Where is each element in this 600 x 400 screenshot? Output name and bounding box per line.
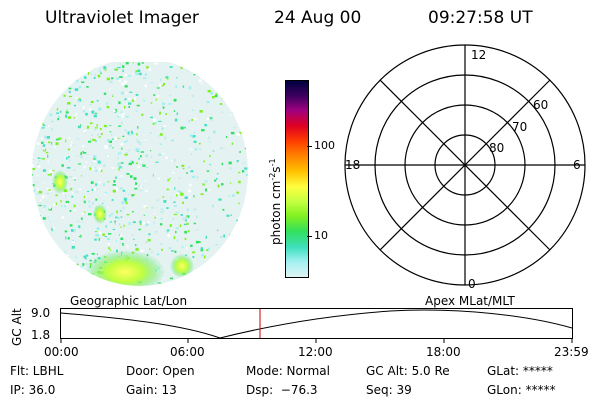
colorbar-unit-label: photon cm-2s-1 [268,158,283,245]
timeline-ytick-top: 9.0 [31,306,51,320]
polar-label-0: 0 [468,277,476,291]
date-label: 24 Aug 00 [274,8,362,28]
ip-info: IP: 36.0 [10,383,56,397]
timeline-xtick-4: 23:59 [554,345,589,359]
timeline-right-title: Apex MLat/MLT [425,294,515,308]
glon-info: GLon: ***** [487,383,556,397]
timeline-xtick-0: 00:00 [44,345,79,359]
altitude-curve [60,309,573,339]
instrument-title: Ultraviolet Imager [45,8,199,28]
polar-grid: 12 18 6 0 60 70 80 [344,44,586,291]
door-info: Door: Open [126,364,195,378]
time-label: 09:27:58 UT [428,8,533,28]
timeline-ytick-bottom: 1.8 [31,328,51,342]
filter-info: Flt: LBHL [10,364,64,378]
polar-ring-70: 70 [512,120,527,134]
mode-info: Mode: Normal [246,364,330,378]
polar-label-6: 6 [573,158,581,172]
polar-label-12: 12 [471,48,486,62]
polar-ring-60: 60 [533,98,548,112]
timeline-xtick-1: 06:00 [170,345,205,359]
timeline-plot [60,308,573,343]
colorbar-tick-100: 100 [314,139,335,152]
timeline-xtick-3: 18:00 [426,345,461,359]
gain-info: Gain: 13 [126,383,177,397]
color-scale-bar [285,80,309,278]
dsp-info: Dsp: −76.3 [246,383,318,397]
gcalt-info: GC Alt: 5.0 Re [366,364,450,378]
glat-info: GLat: ***** [487,364,553,378]
timeline-ylabel: GC Alt [10,308,24,346]
polar-ring-80: 80 [489,141,504,155]
polar-label-18: 18 [345,158,360,172]
colorbar-tick-10: 10 [314,229,328,242]
timeline-left-title: Geographic Lat/Lon [70,294,188,308]
timeline-xtick-2: 12:00 [298,345,333,359]
seq-info: Seq: 39 [366,383,412,397]
uv-image-disk [32,62,248,286]
